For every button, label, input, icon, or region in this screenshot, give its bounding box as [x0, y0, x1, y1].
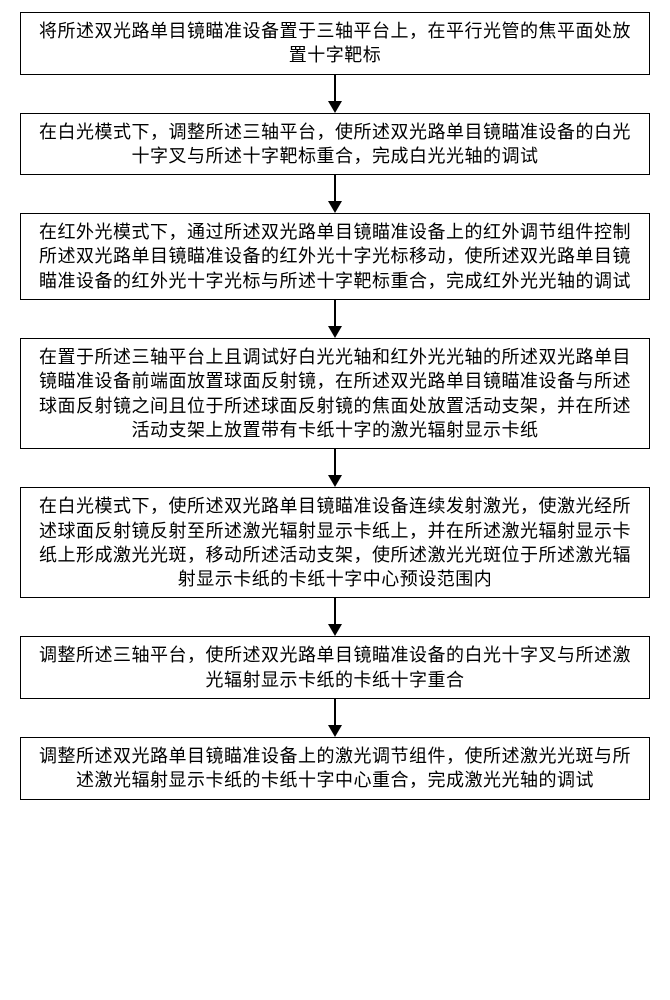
flow-step-1: 将所述双光路单目镜瞄准设备置于三轴平台上，在平行光管的焦平面处放置十字靶标 — [20, 12, 650, 75]
arrow-line — [334, 699, 336, 725]
flow-step-5: 在白光模式下，使所述双光路单目镜瞄准设备连续发射激光，使激光经所述球面反射镜反射… — [20, 487, 650, 598]
flow-arrow — [328, 699, 342, 737]
arrow-line — [334, 175, 336, 201]
flow-arrow — [328, 449, 342, 487]
flow-step-text: 在红外光模式下，通过所述双光路单目镜瞄准设备上的红外调节组件控制所述双光路单目镜… — [39, 222, 631, 291]
flowchart-container: 将所述双光路单目镜瞄准设备置于三轴平台上，在平行光管的焦平面处放置十字靶标 在白… — [0, 0, 670, 812]
flow-step-2: 在白光模式下，调整所述三轴平台，使所述双光路单目镜瞄准设备的白光十字叉与所述十字… — [20, 113, 650, 176]
arrow-head-icon — [328, 101, 342, 113]
arrow-line — [334, 449, 336, 475]
flow-step-text: 将所述双光路单目镜瞄准设备置于三轴平台上，在平行光管的焦平面处放置十字靶标 — [39, 21, 631, 65]
flow-arrow — [328, 598, 342, 636]
flow-step-3: 在红外光模式下，通过所述双光路单目镜瞄准设备上的红外调节组件控制所述双光路单目镜… — [20, 213, 650, 300]
arrow-line — [334, 598, 336, 624]
flow-step-6: 调整所述三轴平台，使所述双光路单目镜瞄准设备的白光十字叉与所述激光辐射显示卡纸的… — [20, 636, 650, 699]
arrow-head-icon — [328, 725, 342, 737]
flow-step-text: 调整所述双光路单目镜瞄准设备上的激光调节组件，使所述激光光斑与所述激光辐射显示卡… — [39, 746, 631, 790]
arrow-line — [334, 300, 336, 326]
arrow-head-icon — [328, 624, 342, 636]
flow-step-4: 在置于所述三轴平台上且调试好白光光轴和红外光光轴的所述双光路单目镜瞄准设备前端面… — [20, 338, 650, 449]
flow-step-text: 调整所述三轴平台，使所述双光路单目镜瞄准设备的白光十字叉与所述激光辐射显示卡纸的… — [39, 645, 631, 689]
flow-step-7: 调整所述双光路单目镜瞄准设备上的激光调节组件，使所述激光光斑与所述激光辐射显示卡… — [20, 737, 650, 800]
flow-step-text: 在白光模式下，使所述双光路单目镜瞄准设备连续发射激光，使激光经所述球面反射镜反射… — [39, 496, 631, 589]
arrow-head-icon — [328, 201, 342, 213]
arrow-head-icon — [328, 326, 342, 338]
flow-arrow — [328, 175, 342, 213]
arrow-line — [334, 75, 336, 101]
arrow-head-icon — [328, 475, 342, 487]
flow-step-text: 在置于所述三轴平台上且调试好白光光轴和红外光光轴的所述双光路单目镜瞄准设备前端面… — [39, 347, 631, 440]
flow-arrow — [328, 75, 342, 113]
flow-arrow — [328, 300, 342, 338]
flow-step-text: 在白光模式下，调整所述三轴平台，使所述双光路单目镜瞄准设备的白光十字叉与所述十字… — [39, 122, 631, 166]
